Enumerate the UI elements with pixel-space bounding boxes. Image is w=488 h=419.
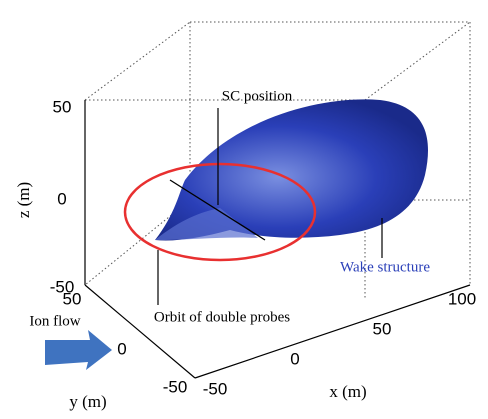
axis-label: x (m) [329, 382, 366, 401]
tick-label: 0 [290, 349, 299, 368]
axis-label: y (m) [69, 392, 106, 411]
ion-flow-arrow [45, 330, 112, 370]
figure: SC position Wake structure Orbit of doub… [0, 0, 488, 419]
annotation: Orbit of double probes [154, 309, 290, 325]
axis-label: z (m) [14, 182, 33, 218]
tick-label: 0 [57, 189, 66, 208]
tick-label: 50 [373, 319, 392, 338]
annotation: Wake structure [340, 259, 430, 275]
tick-label: 50 [63, 289, 82, 308]
tick-label: 100 [448, 289, 476, 308]
annotation: Ion flow [29, 313, 80, 329]
tick-label: -50 [163, 377, 188, 396]
annotation: SC position [222, 88, 293, 104]
tick-label: 50 [53, 97, 72, 116]
tick-label: 0 [117, 339, 126, 358]
tick-label: -50 [203, 379, 228, 398]
